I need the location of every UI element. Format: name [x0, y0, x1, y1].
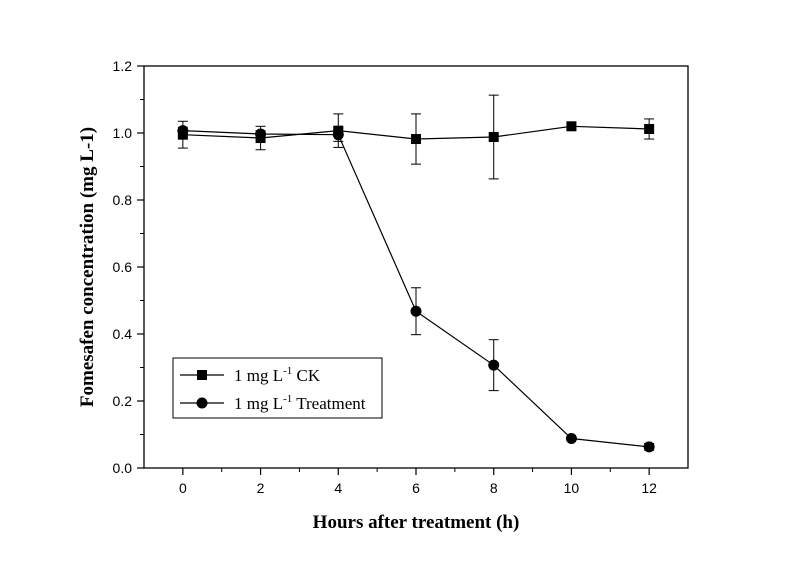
y-tick-label: 1.0	[113, 125, 133, 141]
data-point-ck	[488, 132, 499, 143]
y-tick-label: 1.2	[113, 58, 133, 74]
legend-label-treatment: 1 mg L-1 Treatment	[234, 393, 366, 413]
y-tick-label: 0.4	[113, 326, 133, 342]
x-tick-label: 4	[334, 480, 342, 496]
series-ck	[177, 94, 655, 180]
legend: 1 mg L-1 CK 1 mg L-1 Treatment	[172, 357, 383, 419]
axes: 0 2 4 6 8 10 12 0.0 0.2 0.4 0.6 0.8 1.0 1.2	[113, 58, 689, 496]
plot-area	[177, 94, 655, 453]
y-axis-title: Fomesafen concentration (mg L-1)	[77, 127, 98, 407]
legend-marker-ck	[197, 370, 207, 380]
data-point-treatment	[565, 433, 577, 445]
y-tick-label: 0.2	[113, 393, 133, 409]
data-point-ck	[566, 121, 577, 132]
y-tick-label: 0.0	[113, 460, 133, 476]
legend-marker-treatment	[196, 397, 208, 409]
x-tick-label: 2	[257, 480, 265, 496]
legend-box	[172, 357, 383, 419]
x-tick-label: 8	[490, 480, 498, 496]
data-point-treatment	[255, 128, 267, 140]
x-tick-label: 6	[412, 480, 420, 496]
legend-label-ck: 1 mg L-1 CK	[234, 365, 321, 385]
x-tick-label: 10	[564, 480, 580, 496]
data-point-treatment	[643, 441, 655, 453]
y-tick-label: 0.8	[113, 192, 133, 208]
x-tick-label: 12	[641, 480, 657, 496]
data-point-ck	[411, 134, 421, 145]
data-point-treatment	[332, 129, 344, 141]
data-point-treatment	[177, 125, 189, 137]
x-axis-title: Hours after treatment (h)	[313, 512, 520, 533]
series-treatment	[177, 125, 655, 453]
data-point-ck	[644, 123, 655, 134]
x-tick-label: 0	[179, 480, 187, 496]
data-point-treatment	[410, 305, 422, 317]
data-point-treatment	[488, 359, 500, 371]
y-tick-label: 0.6	[113, 259, 133, 275]
